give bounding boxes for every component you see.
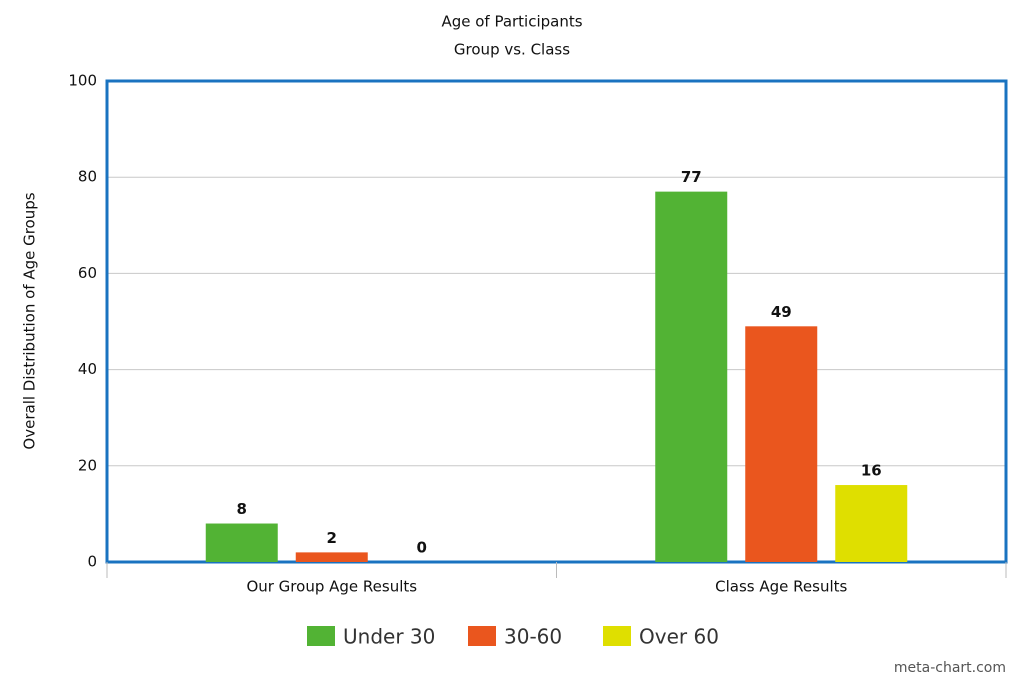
data-label: 49 (771, 303, 792, 321)
watermark: meta-chart.com (894, 660, 1006, 676)
data-label: 0 (417, 539, 427, 557)
legend-swatch (468, 626, 496, 646)
y-tick-label: 0 (87, 553, 97, 571)
data-label: 2 (327, 529, 337, 547)
bar (655, 191, 728, 562)
legend-swatch (603, 626, 631, 646)
y-tick-label: 80 (78, 168, 97, 186)
legend-label: Under 30 (343, 625, 435, 649)
bar (295, 552, 368, 562)
chart-subtitle: Group vs. Class (454, 41, 570, 59)
y-tick-label: 60 (78, 264, 97, 282)
y-axis-label: Overall Distribution of Age Groups (21, 192, 39, 449)
x-tick-label: Our Group Age Results (246, 578, 417, 596)
data-label: 77 (681, 168, 702, 186)
legend-label: Over 60 (639, 625, 719, 649)
legend-swatch (307, 626, 335, 646)
data-label: 8 (237, 500, 247, 518)
y-tick-label: 20 (78, 456, 97, 474)
bar (745, 326, 818, 562)
bar (835, 485, 908, 562)
data-label: 16 (861, 462, 882, 480)
bar (205, 523, 278, 562)
x-tick-label: Class Age Results (715, 578, 847, 596)
y-tick-label: 100 (68, 72, 97, 90)
y-tick-label: 40 (78, 360, 97, 378)
chart-title: Age of Participants (441, 13, 582, 31)
legend-label: 30-60 (504, 625, 562, 649)
